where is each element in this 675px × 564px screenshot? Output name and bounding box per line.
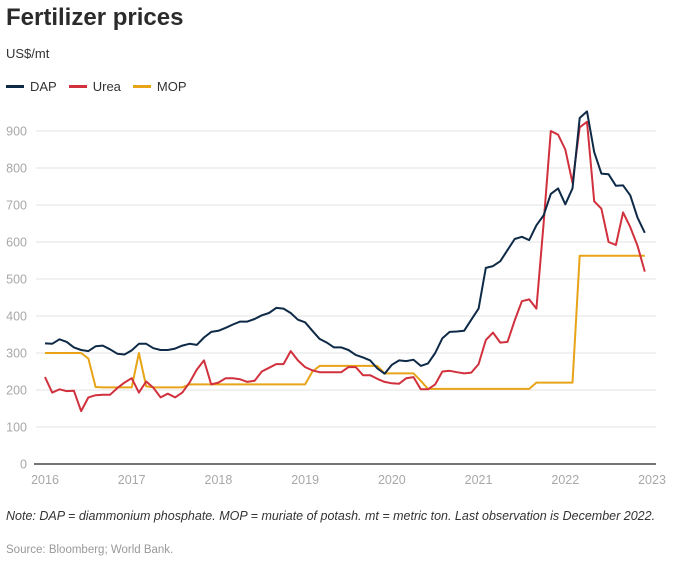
legend-label: MOP	[156, 79, 187, 94]
line-chart: 0 100 200 300 400 500 600 700 800 900 2016 2017 2018…	[6, 110, 666, 487]
legend-label: DAP	[30, 79, 57, 94]
y-tick-label: 0	[20, 458, 27, 472]
legend-swatch	[132, 85, 151, 88]
x-tick-label: 2016	[31, 473, 59, 487]
y-tick-label: 500	[6, 273, 27, 287]
legend-label: Urea	[92, 79, 121, 94]
legend-swatch	[68, 85, 87, 88]
x-tick-label: 2017	[118, 473, 146, 487]
y-tick-label: 300	[6, 347, 27, 361]
x-tick-label: 2018	[205, 473, 233, 487]
y-tick-label: 200	[6, 384, 27, 398]
legend-item-mop: MOP	[132, 79, 187, 94]
y-tick-label: 100	[6, 421, 27, 435]
x-tick-label: 2020	[378, 473, 406, 487]
y-tick-label: 700	[6, 199, 27, 213]
x-tick-label: 2019	[291, 473, 319, 487]
y-tick-label: 900	[6, 125, 27, 139]
x-tick-label: 2023	[638, 473, 666, 487]
chart-source: Source: Bloomberg; World Bank.	[6, 544, 174, 556]
unit-label: US$/mt	[6, 46, 50, 61]
chart-note: Note: DAP = diammonium phosphate. MOP = …	[6, 509, 656, 523]
y-tick-label: 400	[6, 310, 27, 324]
x-tick-label: 2021	[465, 473, 493, 487]
legend: DAP Urea MOP	[6, 79, 187, 94]
series-line-mop	[45, 254, 645, 390]
legend-item-urea: Urea	[68, 79, 121, 94]
chart-title: Fertilizer prices	[6, 4, 184, 31]
y-tick-label: 600	[6, 236, 27, 250]
legend-item-dap: DAP	[6, 79, 57, 94]
series-line-urea	[44, 120, 646, 413]
x-tick-label: 2022	[551, 473, 579, 487]
y-tick-label: 800	[6, 162, 27, 176]
series-line-dap	[44, 110, 646, 375]
legend-swatch	[6, 85, 24, 88]
